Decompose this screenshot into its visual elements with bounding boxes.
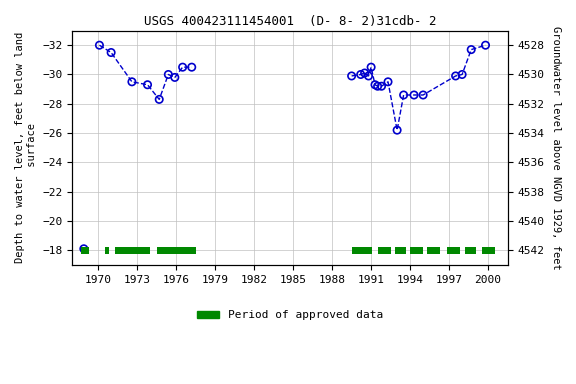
Bar: [465, 247, 476, 253]
Point: [373, 83, 382, 89]
Point: [457, 71, 467, 78]
Point: [107, 50, 116, 56]
Point: [366, 64, 376, 70]
Point: [467, 46, 476, 53]
Bar: [105, 247, 108, 253]
Point: [419, 92, 428, 98]
Point: [178, 64, 187, 70]
Point: [360, 70, 369, 76]
Point: [347, 73, 356, 79]
Point: [377, 83, 386, 89]
Point: [370, 82, 380, 88]
Point: [364, 73, 373, 79]
Bar: [446, 247, 460, 253]
Point: [410, 92, 419, 98]
Point: [170, 74, 180, 81]
Point: [356, 71, 365, 78]
Point: [399, 92, 408, 98]
Point: [127, 79, 137, 85]
Point: [79, 246, 89, 252]
Point: [164, 71, 173, 78]
Bar: [482, 247, 495, 253]
Bar: [351, 247, 373, 253]
Bar: [395, 247, 406, 253]
Point: [187, 64, 196, 70]
Title: USGS 400423111454001  (D- 8- 2)31cdb- 2: USGS 400423111454001 (D- 8- 2)31cdb- 2: [143, 15, 436, 28]
Bar: [410, 247, 423, 253]
Point: [95, 42, 104, 48]
Bar: [115, 247, 150, 253]
Point: [481, 42, 490, 48]
Point: [392, 127, 401, 133]
Y-axis label: Depth to water level, feet below land
 surface: Depth to water level, feet below land su…: [15, 32, 37, 263]
Legend: Period of approved data: Period of approved data: [192, 306, 388, 325]
Bar: [378, 247, 391, 253]
Point: [154, 96, 164, 103]
Y-axis label: Groundwater level above NGVD 1929, feet: Groundwater level above NGVD 1929, feet: [551, 26, 561, 270]
Bar: [157, 247, 196, 253]
Point: [143, 82, 152, 88]
Bar: [427, 247, 440, 253]
Bar: [81, 247, 89, 253]
Point: [384, 79, 393, 85]
Point: [451, 73, 460, 79]
